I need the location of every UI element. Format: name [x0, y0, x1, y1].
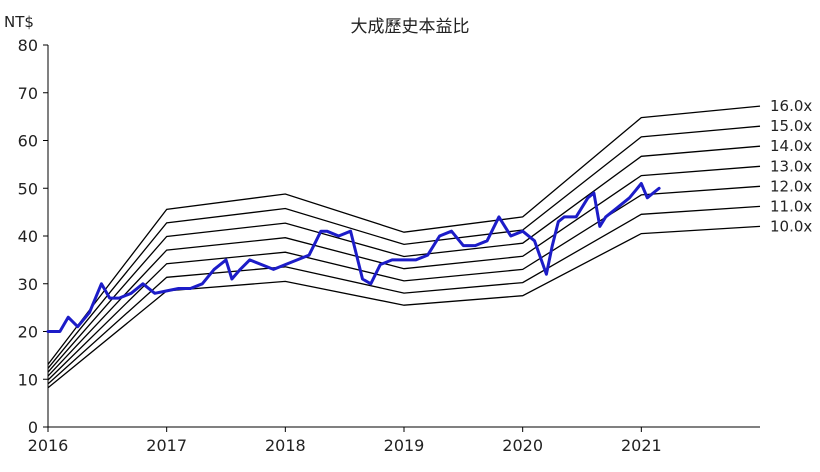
x-tick-label: 2017	[146, 436, 187, 455]
pe-band-label: 13.0x	[770, 157, 812, 175]
price-line	[46, 182, 661, 333]
y-tick-label: 80	[18, 36, 38, 55]
pe-band-line	[47, 185, 761, 381]
price-series	[46, 182, 661, 333]
y-tick-label: 60	[18, 132, 38, 151]
pe-band-label: 10.0x	[770, 217, 812, 235]
band-labels: 16.0x 15.0x 14.0x 13.0x 12.0x 11.0x 10.0x	[770, 97, 812, 235]
y-axis-unit-label: NT$	[4, 13, 34, 31]
pe-band-label: 11.0x	[770, 197, 812, 215]
x-tick-label: 2018	[265, 436, 306, 455]
x-tick-label: 2016	[28, 436, 69, 455]
axes: 0 10 20 30 40 50 60 70 80 2016 2017 2018 2019 2020 202…	[18, 36, 760, 455]
pe-band-lines	[47, 105, 761, 389]
y-tick-label: 0	[28, 418, 38, 437]
y-tick-label: 40	[18, 227, 38, 246]
y-tick-label: 20	[18, 323, 38, 342]
pe-band-line	[47, 165, 761, 377]
pe-band-line	[47, 105, 761, 365]
pe-band-label: 12.0x	[770, 177, 812, 195]
chart-title: 大成歷史本益比	[350, 17, 470, 37]
y-tick-label: 10	[18, 370, 38, 389]
x-tick-label: 2019	[384, 436, 425, 455]
pe-band-line	[47, 145, 761, 373]
y-tick-label: 30	[18, 275, 38, 294]
x-tick-label: 2021	[621, 436, 662, 455]
y-tick-label: 50	[18, 179, 38, 198]
pe-band-line	[47, 125, 761, 369]
pe-band-line	[47, 205, 761, 385]
pe-band-label: 15.0x	[770, 117, 812, 135]
x-tick-label: 2020	[502, 436, 543, 455]
y-tick-label: 70	[18, 84, 38, 103]
pe-band-label: 14.0x	[770, 137, 812, 155]
pe-band-label: 16.0x	[770, 97, 812, 115]
